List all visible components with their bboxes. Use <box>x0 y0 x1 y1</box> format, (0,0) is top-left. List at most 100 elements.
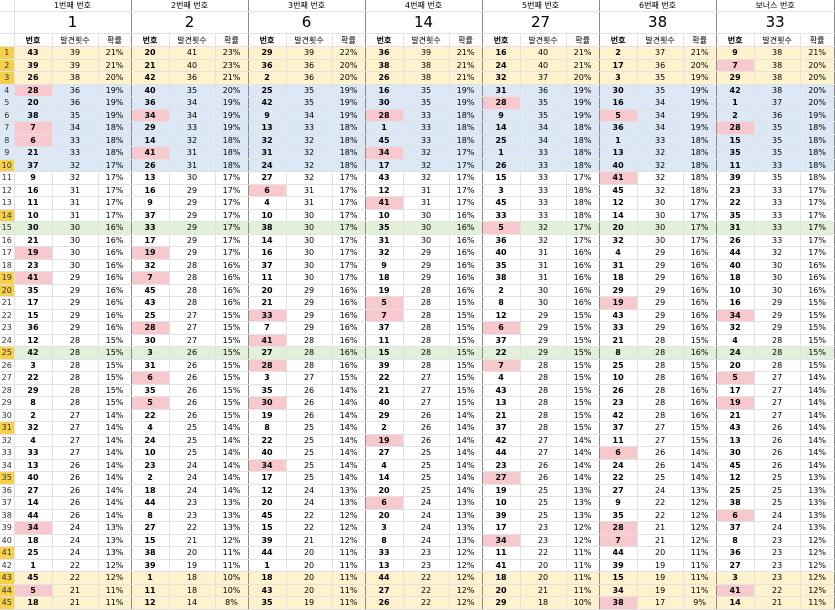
number-cell: 19 <box>482 484 521 497</box>
number-cell: 27 <box>716 559 755 572</box>
rate-cell: 19% <box>566 84 600 97</box>
rate-cell: 14% <box>215 434 249 447</box>
rate-cell: 11% <box>683 584 717 597</box>
rate-cell: 8% <box>215 596 249 610</box>
rate-cell: 13% <box>800 509 835 522</box>
row-number: 33 <box>0 446 15 460</box>
count-cell: 25 <box>403 459 450 472</box>
count-cell: 20 <box>637 546 684 560</box>
count-cell: 27 <box>754 409 801 422</box>
number-cell: 38 <box>716 496 755 510</box>
rate-cell: 17% <box>98 184 132 197</box>
number-cell: 10 <box>131 446 170 460</box>
count-cell: 26 <box>286 384 333 397</box>
number-cell: 1 <box>482 146 521 160</box>
count-cell: 29 <box>52 309 99 322</box>
number-cell: 16 <box>482 46 521 60</box>
rate-cell: 19% <box>215 96 249 110</box>
rate-cell: 14% <box>566 459 600 472</box>
number-cell: 42 <box>131 71 170 85</box>
number-cell: 17 <box>14 296 53 310</box>
rate-cell: 21% <box>566 46 600 60</box>
rate-cell: 19% <box>683 109 717 122</box>
number-cell: 32 <box>482 71 521 85</box>
count-cell: 26 <box>169 396 216 410</box>
rate-cell: 21% <box>215 71 249 85</box>
count-cell: 32 <box>520 234 567 247</box>
count-cell: 32 <box>52 159 99 172</box>
rate-cell: 14% <box>98 421 132 435</box>
count-cell: 29 <box>403 271 450 285</box>
number-cell: 10 <box>599 371 638 385</box>
count-cell: 27 <box>637 421 684 435</box>
rate-cell: 16% <box>683 246 717 260</box>
table-row: 3 26 38 20% 42 36 21% 2 36 20% 26 38 21% 32 37 20% 3 35 19… <box>0 71 835 85</box>
number-cell: 16 <box>248 246 287 260</box>
count-cell: 23 <box>169 496 216 510</box>
rate-cell: 12% <box>98 571 132 585</box>
number-cell: 38 <box>131 546 170 560</box>
number-cell: 7 <box>716 59 755 72</box>
rate-cell: 19% <box>683 84 717 97</box>
number-cell: 25 <box>248 84 287 97</box>
count-cell: 38 <box>403 59 450 72</box>
header-rate: 확률 <box>800 33 835 47</box>
row-number: 18 <box>0 259 15 272</box>
number-cell: 6 <box>716 509 755 522</box>
number-cell: 21 <box>365 384 404 397</box>
rate-cell: 23% <box>215 59 249 72</box>
rate-cell: 11% <box>332 584 366 597</box>
count-cell: 27 <box>169 334 216 347</box>
number-cell: 27 <box>248 346 287 360</box>
count-cell: 18 <box>169 571 216 585</box>
rate-cell: 12% <box>800 534 835 547</box>
count-cell: 34 <box>520 134 567 147</box>
count-cell: 33 <box>403 121 450 135</box>
count-cell: 34 <box>520 121 567 135</box>
count-cell: 28 <box>754 346 801 360</box>
number-cell: 17 <box>365 159 404 172</box>
count-cell: 25 <box>169 434 216 447</box>
table-row: 6 38 35 19% 34 34 19% 9 34 19% 28 33 18% 9 35 19% 5 34 19%… <box>0 109 835 122</box>
rate-cell: 17% <box>332 234 366 247</box>
rate-cell: 16% <box>98 321 132 335</box>
header-number: 번호 <box>365 33 404 47</box>
table-row: 2 39 39 21% 21 40 23% 36 36 20% 38 38 21% 24 40 21% 17 36… <box>0 59 835 72</box>
count-cell: 24 <box>52 534 99 547</box>
rate-cell: 11% <box>98 596 132 610</box>
rate-cell: 18% <box>800 134 835 147</box>
number-cell: 25 <box>716 484 755 497</box>
corner-cell <box>0 0 15 12</box>
number-cell: 31 <box>599 259 638 272</box>
number-cell: 43 <box>248 584 287 597</box>
rate-cell: 15% <box>332 371 366 385</box>
rate-cell: 16% <box>98 271 132 285</box>
row-number: 44 <box>0 584 15 597</box>
rate-cell: 13% <box>449 534 483 547</box>
number-cell: 26 <box>14 71 53 85</box>
count-cell: 24 <box>403 496 450 510</box>
rate-cell: 14% <box>98 459 132 472</box>
table-row: 30 2 27 14% 22 26 15% 19 26 14% 29 26 14% 21 28 15% 42 28… <box>0 409 835 422</box>
rate-cell: 10% <box>215 571 249 585</box>
number-cell: 44 <box>131 496 170 510</box>
number-cell: 34 <box>365 146 404 160</box>
table-row: 36 27 26 14% 18 24 14% 12 24 13% 20 25 14% 19 25 13% 27 2… <box>0 484 835 497</box>
rate-cell: 12% <box>215 534 249 547</box>
count-cell: 31 <box>169 159 216 172</box>
rate-cell: 16% <box>566 271 600 285</box>
number-cell: 28 <box>131 321 170 335</box>
count-cell: 21 <box>520 584 567 597</box>
rate-cell: 16% <box>566 284 600 297</box>
number-cell: 37 <box>482 334 521 347</box>
rate-cell: 13% <box>98 546 132 560</box>
table-row: 34 13 26 14% 23 24 14% 34 25 14% 4 25 14% 23 26 14% 24 26… <box>0 459 835 472</box>
rate-cell: 14% <box>683 459 717 472</box>
number-cell: 2 <box>365 421 404 435</box>
count-cell: 25 <box>520 484 567 497</box>
rate-cell: 18% <box>215 134 249 147</box>
number-cell: 9 <box>365 259 404 272</box>
rate-cell: 13% <box>98 534 132 547</box>
count-cell: 28 <box>286 346 333 360</box>
